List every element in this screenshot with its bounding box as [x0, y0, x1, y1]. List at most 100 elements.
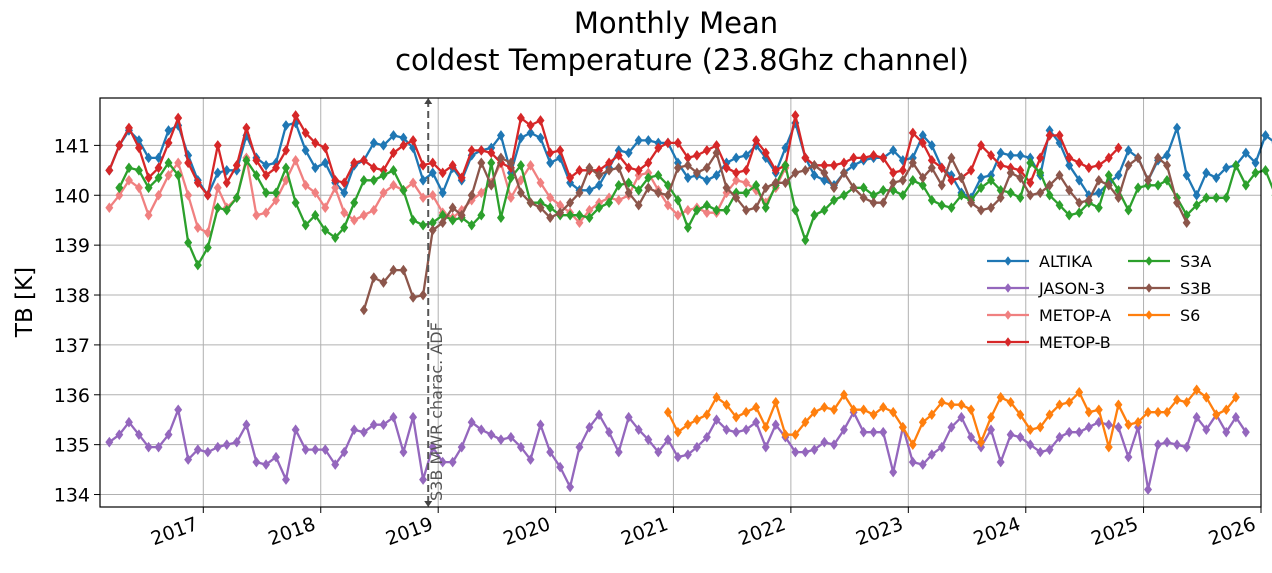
legend-label: S6: [1180, 306, 1200, 325]
annotation-top-marker: [424, 98, 433, 104]
data-point-s3b: [369, 272, 378, 283]
annotation-bottom-marker: [424, 501, 433, 507]
data-point-s3b: [781, 177, 790, 189]
y-tick-label: 140: [54, 185, 90, 207]
data-point-metop-a: [184, 189, 193, 201]
data-point-jason-3: [879, 426, 888, 438]
data-point-s3a: [546, 202, 555, 214]
data-point-s3b: [957, 172, 966, 184]
data-point-metop-b: [428, 157, 437, 169]
data-point-s3a: [1055, 199, 1064, 211]
data-point-s3a: [801, 234, 810, 246]
data-point-s3a: [301, 219, 310, 231]
data-point-jason-3: [174, 404, 183, 416]
data-point-s3a: [1094, 202, 1103, 214]
data-point-s6: [1154, 406, 1163, 418]
data-point-s3b: [1084, 194, 1093, 206]
data-point-s6: [1036, 421, 1045, 433]
data-point-s3b: [644, 182, 653, 194]
data-point-s3a: [331, 232, 340, 243]
data-point-jason-3: [595, 409, 604, 421]
data-point-metop-b: [859, 152, 868, 164]
data-point-metop-b: [419, 160, 428, 171]
data-point-s3b: [752, 202, 761, 214]
data-point-metop-b: [184, 157, 193, 169]
data-point-metop-b: [321, 142, 330, 154]
data-point-altika: [340, 187, 349, 199]
data-point-metop-b: [457, 172, 466, 184]
data-point-s3b: [742, 204, 751, 216]
data-point-s3b: [496, 152, 505, 164]
data-point-s6: [1104, 441, 1113, 453]
data-point-metop-a: [350, 214, 359, 226]
data-point-s3a: [144, 182, 153, 194]
data-point-s3a: [1026, 157, 1035, 169]
data-point-s6: [1182, 396, 1191, 408]
data-point-metop-b: [1026, 177, 1035, 189]
data-point-jason-3: [546, 446, 555, 458]
data-point-jason-3: [1163, 436, 1172, 448]
data-point-s3a: [605, 197, 614, 209]
data-point-jason-3: [1144, 484, 1153, 495]
annotation-label: S3B MWR charac. ADF: [427, 322, 446, 501]
data-point-s3a: [1016, 192, 1025, 204]
x-tick-label: 2024: [971, 513, 1024, 550]
data-point-jason-3: [692, 441, 701, 453]
data-point-jason-3: [712, 414, 721, 426]
chart-title-line-1: Monthly Mean: [574, 6, 778, 40]
data-point-s3b: [839, 167, 848, 179]
data-point-s3b: [467, 189, 476, 201]
data-point-jason-3: [908, 456, 917, 468]
data-point-s3a: [389, 165, 398, 176]
data-point-jason-3: [556, 461, 565, 473]
data-point-jason-3: [644, 434, 653, 445]
data-point-jason-3: [311, 444, 320, 455]
data-point-s3b: [722, 182, 731, 194]
data-point-metop-b: [359, 155, 368, 166]
data-point-metop-b: [546, 147, 555, 159]
y-tick-label: 135: [54, 435, 90, 457]
series-s6: [663, 384, 1240, 453]
data-point-jason-3: [663, 434, 672, 445]
data-point-metop-b: [526, 120, 535, 131]
data-point-s6: [781, 429, 790, 440]
data-point-s6: [849, 404, 858, 416]
data-point-s3b: [849, 182, 858, 194]
data-point-s3a: [496, 212, 505, 224]
data-point-s3a: [321, 224, 330, 236]
data-point-altika: [369, 137, 378, 149]
data-point-s3a: [683, 222, 692, 233]
data-point-s3a: [1212, 192, 1221, 204]
y-tick-label: 141: [54, 135, 90, 157]
data-point-metop-a: [301, 179, 310, 191]
data-point-altika: [419, 174, 428, 186]
data-point-jason-3: [987, 424, 995, 435]
data-point-jason-3: [722, 424, 731, 435]
data-point-s3a: [585, 212, 594, 224]
data-point-metop-a: [193, 222, 202, 233]
data-point-s6: [918, 416, 927, 428]
data-point-metop-a: [379, 187, 388, 199]
data-point-altika: [321, 157, 330, 169]
data-point-metop-b: [311, 137, 320, 149]
data-point-s3b: [732, 192, 741, 204]
data-point-metop-b: [1055, 130, 1064, 141]
data-point-jason-3: [957, 411, 966, 423]
data-point-metop-a: [428, 189, 437, 201]
data-point-s3a: [379, 170, 388, 181]
data-point-metop-b: [771, 165, 780, 176]
data-point-s3b: [1182, 217, 1191, 228]
data-point-s3a: [654, 170, 663, 181]
legend-item-metop-b: METOP-B: [987, 333, 1111, 352]
data-point-s6: [987, 411, 995, 423]
data-point-s6: [1114, 399, 1123, 411]
data-point-jason-3: [457, 441, 466, 453]
data-point-jason-3: [203, 446, 212, 458]
data-point-metop-b: [839, 157, 848, 169]
data-point-s6: [1016, 409, 1025, 421]
data-point-jason-3: [1231, 411, 1240, 423]
data-point-s3b: [546, 212, 555, 224]
legend-marker: [1004, 256, 1012, 266]
data-point-metop-b: [801, 152, 810, 164]
data-point-metop-b: [849, 152, 858, 164]
